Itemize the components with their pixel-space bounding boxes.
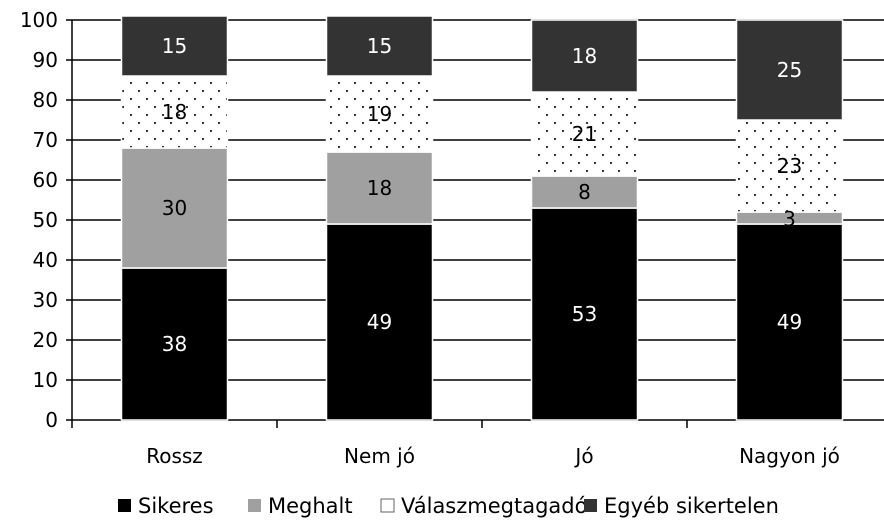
y-tick-label: 30: [33, 288, 58, 312]
data-labels: 38 30 18 15 49 18 19 15 53 8 21 18 49 3 23 25: [162, 34, 802, 356]
data-label: 49: [777, 310, 802, 334]
y-tick-label: 50: [33, 208, 58, 232]
data-label: 49: [367, 310, 392, 334]
legend-swatch: [248, 499, 261, 512]
y-tick-label: 100: [20, 8, 58, 32]
legend: Sikeres Meghalt Válaszmegtagadó Egyéb siker…: [118, 494, 779, 518]
bar-segment: [325, 223, 434, 421]
bar-segment: [530, 91, 639, 177]
y-tick-label: 90: [33, 48, 58, 72]
bars: [120, 15, 844, 421]
legend-swatch: [584, 499, 597, 512]
legend-swatch: [118, 499, 131, 512]
y-tick-label: 10: [33, 368, 58, 392]
data-label: 18: [367, 176, 392, 200]
legend-label: Sikeres: [138, 494, 214, 518]
legend-swatch: [380, 498, 395, 513]
data-label: 18: [572, 44, 597, 68]
data-label: 23: [777, 154, 802, 178]
bar-segment: [735, 19, 844, 121]
data-label: 19: [367, 102, 392, 126]
bar-segment: [735, 223, 844, 421]
bar-segment: [530, 175, 639, 209]
y-tick-label: 0: [45, 408, 58, 432]
bar-segment: [325, 15, 434, 77]
y-tick-label: 20: [33, 328, 58, 352]
data-label: 15: [367, 34, 392, 58]
bar-segment: [120, 267, 229, 421]
bar-segment: [325, 75, 434, 153]
data-label: 3: [783, 207, 796, 231]
legend-label: Válaszmegtagadó: [401, 494, 587, 518]
axes: 0 10 20 30 40 50 60 70 80 90 100 Rossz Nem jó Jó Nagyo…: [20, 8, 884, 468]
data-label: 53: [572, 302, 597, 326]
y-tick-label: 60: [33, 168, 58, 192]
legend-label: Egyéb sikertelen: [604, 494, 779, 518]
data-label: 21: [572, 122, 597, 146]
bar-segment: [530, 207, 639, 421]
y-tick-label: 70: [33, 128, 58, 152]
data-label: 8: [578, 180, 591, 204]
legend-label: Meghalt: [268, 494, 353, 518]
x-tick-label: Nagyon jó: [739, 444, 840, 468]
data-label: 38: [162, 332, 187, 356]
x-tick-label: Nem jó: [344, 444, 415, 468]
y-tick-label: 40: [33, 248, 58, 272]
data-label: 18: [162, 100, 187, 124]
data-label: 25: [777, 58, 802, 82]
x-tick-label: Rossz: [146, 444, 203, 468]
x-tick-label: Jó: [573, 444, 593, 468]
y-tick-label: 80: [33, 88, 58, 112]
bar-segment: [120, 15, 229, 77]
bar-segment: [120, 75, 229, 149]
bar-segment: [120, 147, 229, 269]
data-label: 30: [162, 196, 187, 220]
data-label: 15: [162, 34, 187, 58]
bar-segment: [530, 19, 639, 93]
